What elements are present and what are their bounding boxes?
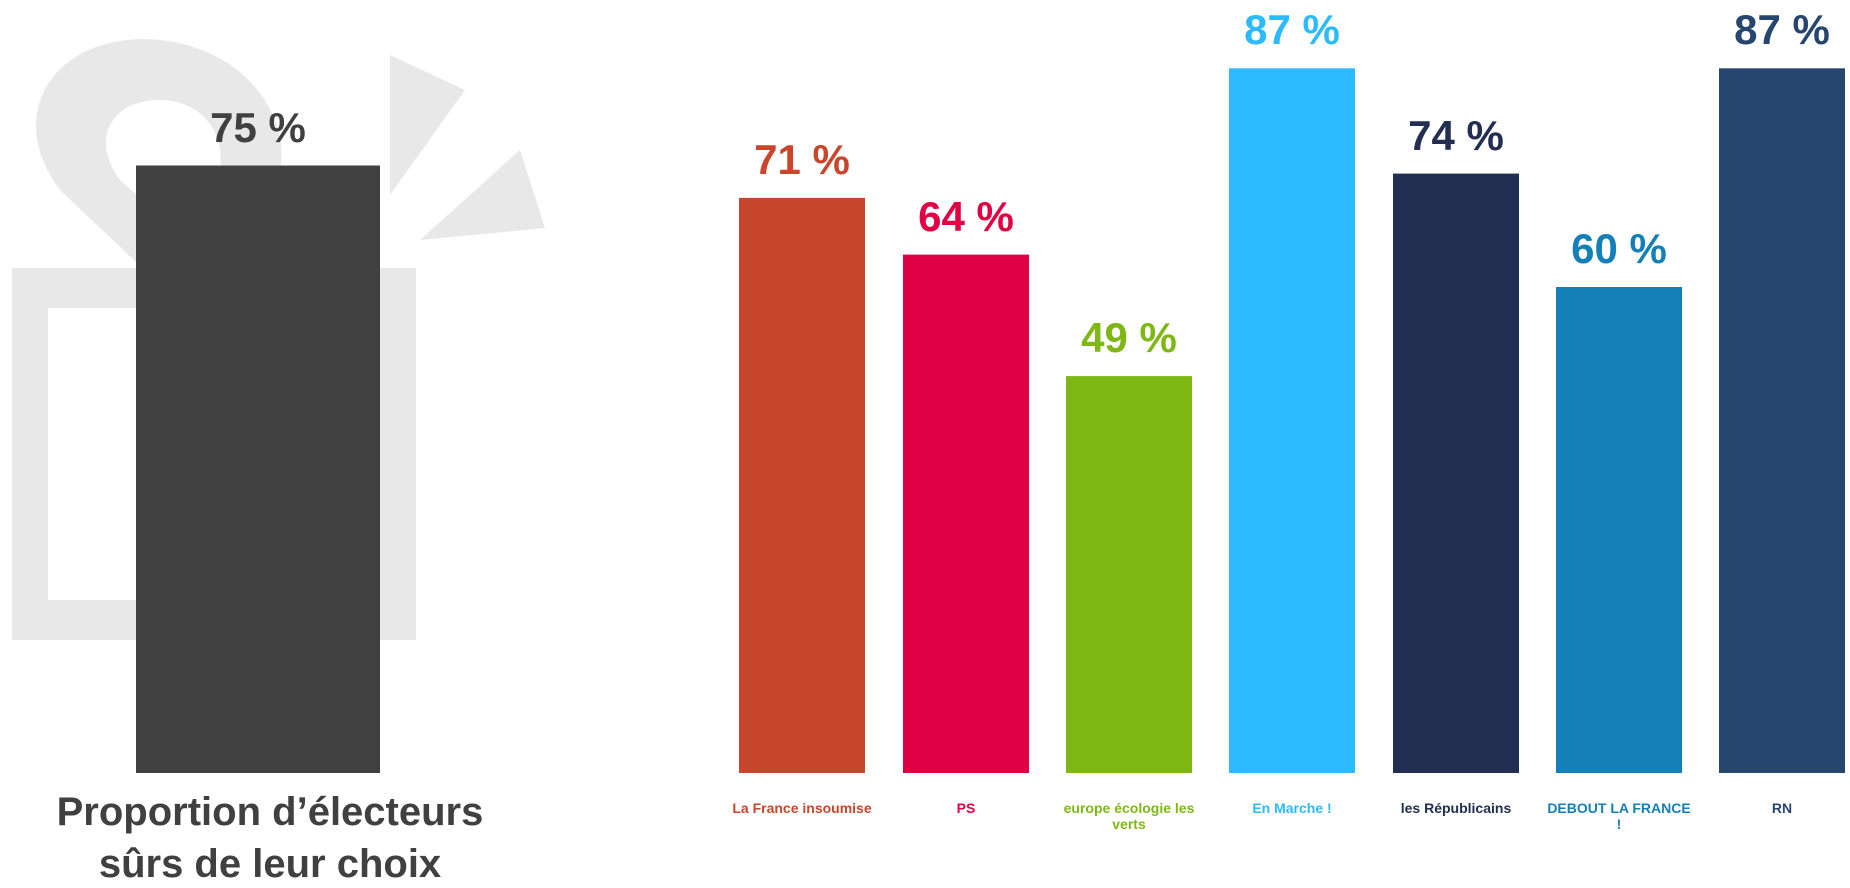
value-label: 60 % [1571, 225, 1667, 272]
party-logo: les Républicains [1400, 800, 1512, 816]
party-logo: DEBOUT LA FRANCE ! [1547, 800, 1691, 832]
category-label: Proportion d’électeurs sûrs de leur choi… [56, 790, 484, 886]
party-logo: RN [1771, 800, 1793, 816]
bar [1556, 287, 1682, 773]
bar [1719, 68, 1845, 774]
bar [739, 197, 865, 773]
bar [1393, 173, 1519, 774]
bar [136, 165, 380, 773]
party-logo: PS [956, 800, 976, 816]
value-label: 49 % [1081, 314, 1177, 362]
value-label: 71 % [754, 135, 850, 183]
value-label: 64 % [918, 192, 1014, 240]
value-label: 87 % [1734, 6, 1830, 54]
party-logo: En Marche ! [1252, 800, 1332, 816]
value-label: 74 % [1408, 111, 1504, 159]
party-logo: La France insoumise [732, 800, 872, 816]
value-label: 75 % [210, 103, 306, 151]
bar [1229, 68, 1355, 774]
party-logo: europe écologie les verts [1063, 800, 1195, 832]
bar [1066, 376, 1192, 773]
bar [903, 254, 1029, 774]
value-label: 87 % [1244, 6, 1340, 54]
